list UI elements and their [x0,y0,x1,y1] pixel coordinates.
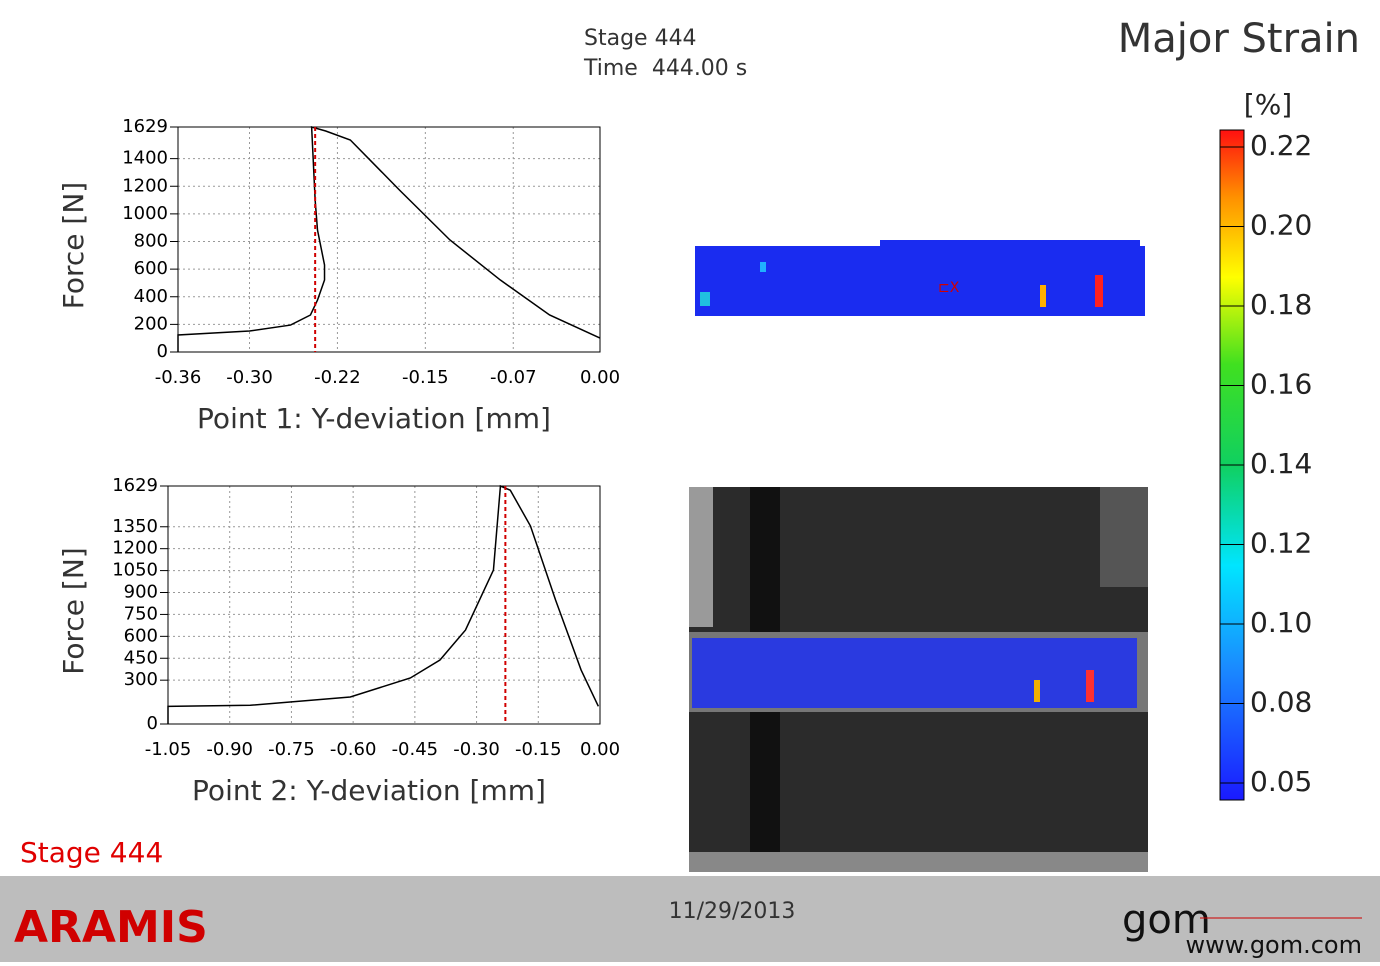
y-tick-label: 0 [157,341,168,362]
y-axis-label: Force [N] [57,182,90,309]
colorbar-label: 0.12 [1250,527,1312,560]
y-tick-label: 1200 [122,175,168,196]
x-tick-label: -0.30 [453,739,500,760]
stage-label: Stage 444 [20,836,163,869]
y-tick-label: 450 [124,647,158,668]
y-tick-label: 1400 [122,148,168,169]
time: Time 444.00 s [583,56,747,81]
colorbar-label: 0.14 [1250,447,1312,480]
x-tick-label: -0.75 [268,739,315,760]
y-axis-label: Force [N] [57,547,90,674]
x-tick-label: -1.05 [145,739,192,760]
colorbar-label: 0.10 [1250,606,1312,639]
stage: Stage 444 [584,26,697,51]
plot-frame [167,485,601,725]
colorbar-label: 0.18 [1250,288,1312,321]
colorbar-label: 0.16 [1250,368,1312,401]
x-tick-label: 0.00 [580,739,620,760]
camera-image [689,487,1148,872]
y-tick-label: 600 [124,625,158,646]
x-tick-label: -0.36 [155,367,202,388]
y-tick-label: 800 [134,231,168,252]
colorbar-label: 0.20 [1250,209,1312,242]
colorbar-label: 0.05 [1250,765,1312,798]
x-tick-label: -0.45 [392,739,439,760]
x-tick-label: -0.90 [206,739,253,760]
y-tick-label: 750 [124,603,158,624]
plot-frame [177,126,601,353]
logo: gom [1122,897,1211,943]
y-tick-label: 1629 [112,475,158,496]
y-tick-label: 200 [134,313,168,334]
y-tick-label: 600 [134,258,168,279]
url: www.gom.com [1186,931,1363,959]
y-tick-label: 1000 [122,203,168,224]
x-tick-label: -0.60 [330,739,377,760]
x-tick-label: -0.22 [314,367,361,388]
colorbar-unit: [%] [1244,88,1292,121]
marker: ⊏X [938,280,960,296]
footer [0,876,1380,962]
y-tick-label: 1350 [112,516,158,537]
y-tick-label: 1200 [112,538,158,559]
force-curve [167,484,600,724]
y-tick-label: 1050 [112,560,158,581]
plots: -0.36 -0.30 -0.22 -0.15 -0.07 0.00 0 200 400 600 8… [57,116,620,807]
date: 11/29/2013 [669,899,796,924]
strain-field: ⊏X [695,240,1145,316]
x-tick-label: -0.07 [490,367,537,388]
x-axis-label: Point 2: Y-deviation [mm] [192,774,546,807]
y-tick-label: 300 [124,669,158,690]
colorbar-label: 0.08 [1250,686,1312,719]
colorbar-labels: 0.22 0.20 0.18 0.16 0.14 0.12 0.10 0.08 0.05 [1220,129,1312,798]
colorbar-label: 0.22 [1250,129,1312,162]
x-tick-label: -0.15 [515,739,562,760]
product: ARAMIS [14,902,208,953]
title: Major Strain [1118,16,1360,62]
y-tick-label: 1629 [122,116,168,137]
x-axis-label: Point 1: Y-deviation [mm] [197,402,551,435]
y-tick-label: 0 [147,713,158,734]
force-curve [177,125,601,352]
x-tick-label: 0.00 [580,367,620,388]
x-tick-label: -0.15 [402,367,449,388]
y-tick-label: 900 [124,582,158,603]
x-tick-label: -0.30 [226,367,273,388]
y-tick-label: 400 [134,286,168,307]
